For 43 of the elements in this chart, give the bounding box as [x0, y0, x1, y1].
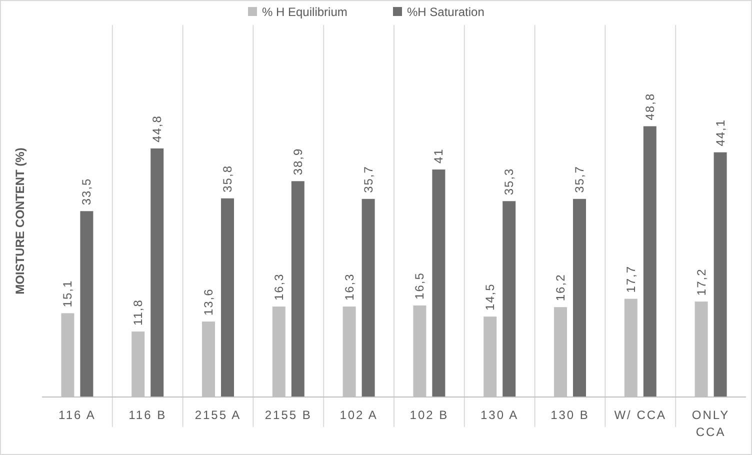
bar: [714, 152, 727, 397]
data-label: 48,8: [642, 92, 657, 120]
bar: [432, 170, 446, 397]
data-label: 33,5: [80, 178, 94, 206]
x-tick-label: W/ CCA: [614, 408, 667, 422]
bar: [502, 201, 516, 397]
x-tick-label: 2155 B: [264, 408, 312, 422]
x-tick-label: 102 B: [410, 408, 449, 422]
data-label: 16,2: [554, 274, 568, 302]
x-tick-label: ONLY CCA: [692, 408, 730, 439]
bar: [291, 181, 304, 397]
data-label: 17,2: [694, 268, 708, 296]
bar: [643, 126, 656, 397]
data-label: 38,9: [290, 148, 305, 176]
data-label: 35,7: [572, 166, 586, 193]
data-label: 35,7: [361, 166, 376, 193]
legend-label: % H Equilibrium: [262, 5, 348, 19]
y-axis-title: MOISTURE CONTENT (%): [13, 148, 27, 294]
data-label: 41: [432, 148, 446, 164]
bar: [362, 198, 375, 397]
data-label: 16,3: [342, 273, 356, 301]
data-label: 44,1: [713, 118, 728, 146]
x-tick-label: 102 A: [340, 408, 378, 422]
x-tick-label: 130 B: [550, 408, 590, 422]
bar: [150, 148, 164, 397]
data-label: 17,7: [624, 265, 638, 293]
data-label: 16,3: [272, 273, 286, 301]
data-label: 35,3: [502, 168, 516, 196]
data-label: 15,1: [60, 280, 75, 308]
x-tick-label: 130 A: [480, 408, 519, 422]
bar: [80, 211, 94, 397]
data-label: 11,8: [131, 299, 146, 326]
data-label: 16,5: [412, 272, 427, 300]
data-label: 35,8: [220, 165, 234, 192]
data-label: 14,5: [483, 283, 498, 311]
data-label: 44,8: [150, 115, 164, 142]
data-label: 13,6: [202, 288, 216, 316]
bar: [573, 198, 586, 397]
x-tick-label: 116 A: [58, 408, 96, 422]
x-tick-label: 2155 A: [194, 408, 242, 422]
bar: [221, 198, 234, 397]
legend-label: %H Saturation: [407, 5, 484, 19]
x-tick-label: 116 B: [128, 408, 167, 422]
